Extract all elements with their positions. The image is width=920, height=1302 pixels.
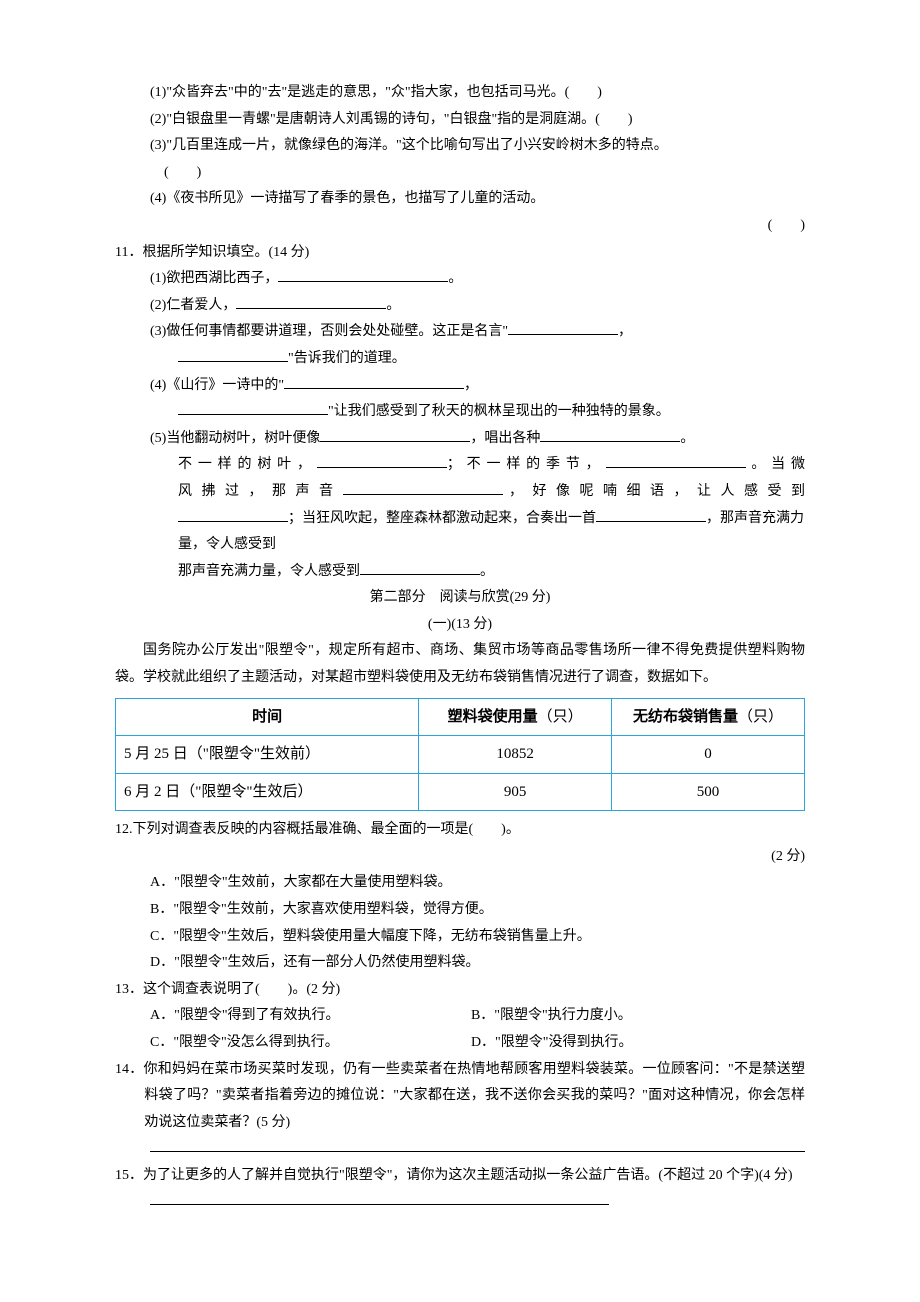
q13-opt-D: D．"限塑令"没得到执行。 <box>471 1030 633 1057</box>
th-time: 时间 <box>116 698 419 736</box>
q12-title: 12.下列对调查表反映的内容概括最准确、最全面的一项是( )。 <box>115 817 805 844</box>
q13-opts-row1: A．"限塑令"得到了有效执行。B．"限塑令"执行力度小。 <box>115 1003 805 1030</box>
q11-s1-a: (1)欲把西湖比西子， <box>150 271 278 286</box>
q11-title: 11．根据所学知识填空。(14 分) <box>115 240 805 267</box>
q11-s5-b: ，唱出各种 <box>470 431 540 446</box>
blank <box>320 427 470 442</box>
q-sub-4-paren-line: ( ) <box>115 213 805 240</box>
blank <box>150 1190 609 1205</box>
q11-s2-b: 。 <box>386 298 400 313</box>
q11-s5-l3: 风 拂 过 ， 那 声 音 ， 好 像 呢 喃 细 语 ， 让 人 感 受 到 <box>115 479 805 506</box>
q12-score-line: (2 分) <box>115 844 805 871</box>
blank <box>284 374 464 389</box>
th-nonwoven-unit: （只） <box>738 709 783 725</box>
q11-s2-a: (2)仁者爱人， <box>150 298 236 313</box>
blank <box>278 267 448 282</box>
q11-s5-h: ；当狂风吹起，整座森林都激动起来，合奏出一首 <box>288 511 596 526</box>
q11-s4: (4)《山行》一诗中的" ， <box>115 373 805 400</box>
q11-s5-j2: 。 <box>480 564 494 579</box>
blank <box>178 400 328 415</box>
q13-opt-A: A．"限塑令"得到了有效执行。 <box>150 1003 471 1030</box>
blank <box>317 453 447 468</box>
q-sub-2: (2)"白银盘里一青螺"是唐朝诗人刘禹锡的诗句，"白银盘"指的是洞庭湖。( ) <box>115 107 805 134</box>
q11-s1: (1)欲把西湖比西子， 。 <box>115 266 805 293</box>
q11-s5-c: 。 <box>680 431 694 446</box>
q14-answer-line <box>115 1136 805 1163</box>
part2-title: 第二部分 阅读与欣赏(29 分) <box>115 585 805 612</box>
q-sub-4: (4)《夜书所见》一诗描写了春季的景色，也描写了儿童的活动。 <box>115 186 805 213</box>
q15-title: 15．为了让更多的人了解并自觉执行"限塑令"，请你为这次主题活动拟一条公益广告语… <box>115 1163 805 1190</box>
q11-s4-b: ， <box>464 378 478 393</box>
q11-s3: (3)做任何事情都要讲道理，否则会处处碰壁。这正是名言" ， <box>115 319 805 346</box>
part2-sub: (一)(13 分) <box>115 612 805 639</box>
table-row: 6 月 2 日（"限塑令"生效后） 905 500 <box>116 773 805 811</box>
q15-answer-line <box>115 1189 805 1216</box>
q-sub-3-paren: ( ) <box>115 160 805 187</box>
q11-s5-f2: 风 拂 过 ， 那 声 音 <box>178 484 343 499</box>
q11-s5-l4: ；当狂风吹起，整座森林都激动起来，合奏出一首，那声音充满力量，令人感受到 <box>115 506 805 559</box>
cell-plastic-2: 905 <box>419 773 612 811</box>
q13-opt-B: B．"限塑令"执行力度小。 <box>471 1003 632 1030</box>
q11-s3-cont: "告诉我们的道理。 <box>115 346 805 373</box>
q12-score: (2 分) <box>771 844 805 871</box>
q11-s5-j1: 那声音充满力量，令人感受到 <box>178 564 360 579</box>
th-plastic-label: 塑料袋使用量 <box>448 709 538 725</box>
q13-opt-C: C．"限塑令"没怎么得到执行。 <box>150 1030 471 1057</box>
th-plastic: 塑料袋使用量（只） <box>419 698 612 736</box>
th-nonwoven-label: 无纺布袋销售量 <box>633 709 738 725</box>
th-nonwoven: 无纺布袋销售量（只） <box>612 698 805 736</box>
q11-s5-f1: 。当微 <box>746 457 806 472</box>
q-sub-1: (1)"众皆弃去"中的"去"是逃走的意思，"众"指大家，也包括司马光。( ) <box>115 80 805 107</box>
q12-opt-B: B．"限塑令"生效前，大家喜欢使用塑料袋，觉得方便。 <box>115 897 805 924</box>
q12-opt-D: D．"限塑令"生效后，还有一部分人仍然使用塑料袋。 <box>115 950 805 977</box>
q14-text: 14．你和妈妈在菜市场买菜时发现，仍有一些卖菜者在热情地帮顾客用塑料袋装菜。一位… <box>115 1057 805 1137</box>
th-plastic-unit: （只） <box>538 709 583 725</box>
survey-table: 时间 塑料袋使用量（只） 无纺布袋销售量（只） 5 月 25 日（"限塑令"生效… <box>115 698 805 812</box>
blank <box>343 480 503 495</box>
q15-text: 15．为了让更多的人了解并自觉执行"限塑令"，请你为这次主题活动拟一条公益广告语… <box>115 1163 805 1190</box>
q11-s5-l2: 不一样的树叶， ；不一样的季节， 。当微 <box>115 452 805 479</box>
blank <box>178 347 288 362</box>
q-sub-3: (3)"几百里连成一片，就像绿色的海洋。"这个比喻句写出了小兴安岭树木多的特点。 <box>115 133 805 160</box>
q11-s5-g: ， 好 像 呢 喃 细 语 ， 让 人 感 受 到 <box>503 484 806 499</box>
cell-nonwoven-1: 0 <box>612 736 805 774</box>
q11-s5-l1: (5)当他翻动树叶，树叶便像 ，唱出各种 。 <box>115 426 805 453</box>
q-sub-4-paren: ( ) <box>768 213 805 240</box>
q11-s5-d: 不一样的树叶， <box>178 457 317 472</box>
q11-s4-a: (4)《山行》一诗中的" <box>150 378 284 393</box>
q11-s3-a: (3)做任何事情都要讲道理，否则会处处碰壁。这正是名言" <box>150 324 508 339</box>
blank <box>360 560 480 575</box>
q11-s2: (2)仁者爱人， 。 <box>115 293 805 320</box>
q11-s4-c: "让我们感受到了秋天的枫林呈现出的一种独特的景象。 <box>328 404 670 419</box>
blank <box>150 1137 805 1152</box>
blank <box>178 507 288 522</box>
blank <box>606 453 746 468</box>
blank <box>236 294 386 309</box>
q11-s4-cont: "让我们感受到了秋天的枫林呈现出的一种独特的景象。 <box>115 399 805 426</box>
blank <box>540 427 680 442</box>
q11-s5-a: (5)当他翻动树叶，树叶便像 <box>150 431 320 446</box>
q11-s5-e: ；不一样的季节， <box>447 457 606 472</box>
table-header-row: 时间 塑料袋使用量（只） 无纺布袋销售量（只） <box>116 698 805 736</box>
q11-s1-b: 。 <box>448 271 462 286</box>
q11-s3-c: "告诉我们的道理。 <box>288 351 406 366</box>
q11-s3-b: ， <box>618 324 632 339</box>
cell-time-1: 5 月 25 日（"限塑令"生效前） <box>116 736 419 774</box>
cell-time-2: 6 月 2 日（"限塑令"生效后） <box>116 773 419 811</box>
q13-title: 13．这个调查表说明了( )。(2 分) <box>115 977 805 1004</box>
q12-opt-C: C．"限塑令"生效后，塑料袋使用量大幅度下降，无纺布袋销售量上升。 <box>115 924 805 951</box>
intro-paragraph: 国务院办公厅发出"限塑令"，规定所有超市、商场、集贸市场等商品零售场所一律不得免… <box>115 638 805 691</box>
cell-plastic-1: 10852 <box>419 736 612 774</box>
table-row: 5 月 25 日（"限塑令"生效前） 10852 0 <box>116 736 805 774</box>
q12-opt-A: A．"限塑令"生效前，大家都在大量使用塑料袋。 <box>115 870 805 897</box>
q-sub-4-text: (4)《夜书所见》一诗描写了春季的景色，也描写了儿童的活动。 <box>150 191 544 206</box>
blank <box>596 507 706 522</box>
q14-title: 14．你和妈妈在菜市场买菜时发现，仍有一些卖菜者在热情地帮顾客用塑料袋装菜。一位… <box>115 1057 805 1137</box>
exam-page: (1)"众皆弃去"中的"去"是逃走的意思，"众"指大家，也包括司马光。( ) (… <box>0 0 920 1276</box>
cell-nonwoven-2: 500 <box>612 773 805 811</box>
blank <box>508 320 618 335</box>
q11-s5-l5: 那声音充满力量，令人感受到 。 <box>115 559 805 586</box>
q13-opts-row2: C．"限塑令"没怎么得到执行。D．"限塑令"没得到执行。 <box>115 1030 805 1057</box>
